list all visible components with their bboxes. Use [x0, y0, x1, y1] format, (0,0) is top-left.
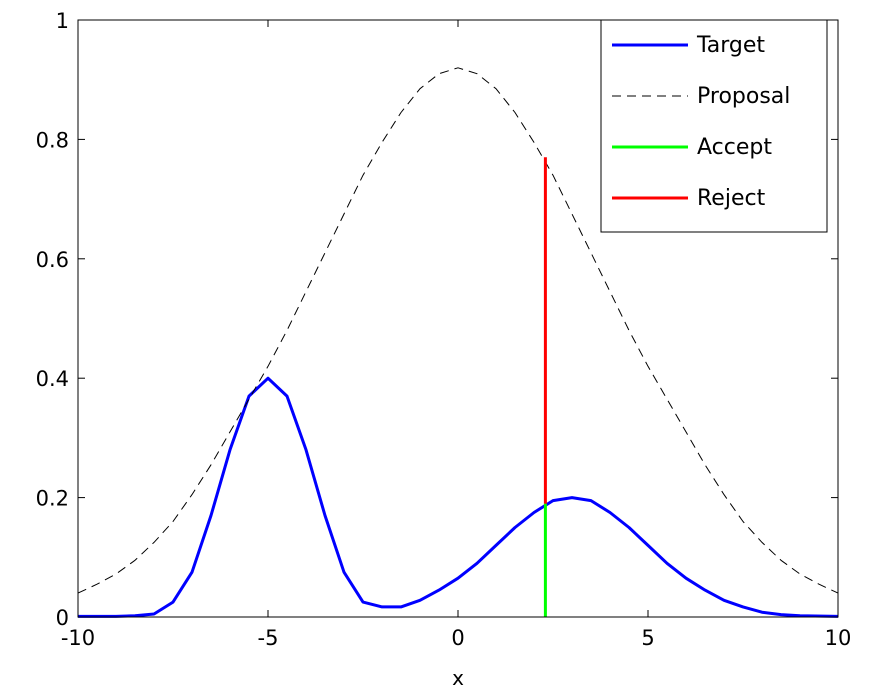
y-tick-label: 0.8 [36, 128, 69, 152]
legend-label-accept: Accept [697, 135, 772, 160]
y-tick-label: 0.2 [36, 487, 69, 511]
y-tick-label: 0 [56, 606, 69, 630]
legend-label-reject: Reject [697, 186, 766, 211]
x-tick-label: -10 [61, 626, 95, 650]
series-line-proposal [77, 67, 839, 594]
x-tick-label: 0 [451, 626, 464, 650]
x-tick-label: 5 [641, 626, 654, 650]
legend: Target Proposal Accept Reject [600, 19, 828, 233]
legend-label-proposal: Proposal [697, 84, 790, 109]
y-tick-label: 1 [56, 9, 69, 33]
y-tick-label: 0.4 [36, 367, 69, 391]
tick-layer: -10 -5 0 5 10 0 0.2 0.4 0.6 0.8 1 [36, 9, 852, 650]
y-tick-label: 0.6 [36, 248, 69, 272]
x-axis-label: x [452, 666, 464, 690]
series-layer [77, 67, 839, 618]
series-line-target [78, 376, 839, 618]
x-tick-label: -5 [258, 626, 279, 650]
legend-label-target: Target [696, 33, 765, 58]
x-tick-label: 10 [825, 626, 852, 650]
